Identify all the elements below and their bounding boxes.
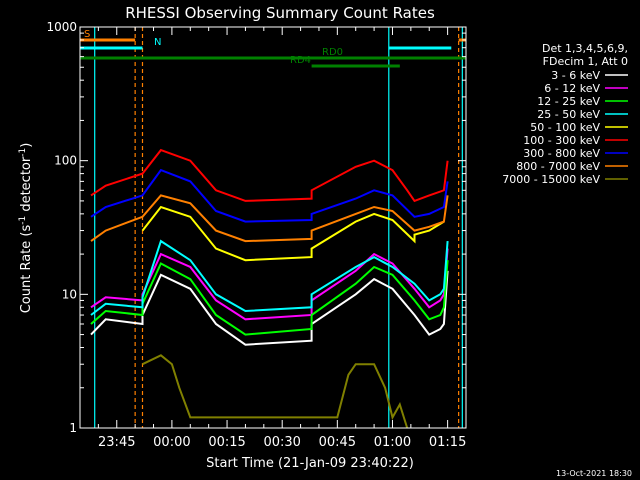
y-axis-label: Count Rate (s-1 detector-1) (18, 143, 34, 314)
legend-label-4: 50 - 100 keV (530, 121, 600, 134)
x-tick-label-5: 01:00 (374, 435, 411, 450)
plot-frame (79, 26, 467, 429)
x-tick-label-4: 00:45 (319, 435, 356, 450)
x-tick-label-6: 01:15 (429, 435, 466, 450)
x-tick-label-1: 00:00 (153, 435, 190, 450)
legend: Det 1,3,4,5,6,9,FDecim 1, Att 03 - 6 keV… (502, 42, 628, 186)
series-line-6 (90, 168, 449, 223)
series-line-0 (90, 270, 449, 346)
x-tick-label-0: 23:45 (98, 435, 135, 450)
legend-label-1: 6 - 12 keV (544, 82, 600, 95)
series-line-8 (142, 354, 409, 429)
chart-title: RHESSI Observing Summary Count Rates (125, 4, 435, 22)
x-axis-label: Start Time (21-Jan-09 23:40:22) (206, 456, 414, 471)
y-tick-label-2: 100 (54, 154, 77, 168)
footer-timestamp: 13-Oct-2021 18:30 (556, 469, 632, 478)
legend-label-0: 3 - 6 keV (551, 69, 600, 82)
legend-label-7: 800 - 7000 keV (516, 160, 600, 173)
legend-label-8: 7000 - 15000 keV (502, 173, 600, 186)
y-tick-label-3: 1000 (46, 20, 77, 34)
series-line-4 (141, 205, 445, 262)
flag-label-rd4: RD4 (290, 55, 311, 66)
flag-label-rd0: RD0 (322, 47, 343, 58)
x-tick-label-2: 00:15 (208, 435, 245, 450)
legend-label-6: 300 - 800 keV (523, 147, 600, 160)
legend-header-1: FDecim 1, Att 0 (543, 55, 628, 68)
flag-label-n: N (154, 37, 161, 48)
legend-label-3: 25 - 50 keV (537, 108, 600, 121)
y-tick-label-0: 1 (69, 421, 77, 435)
legend-header-0: Det 1,3,4,5,6,9, (542, 42, 628, 55)
flag-label-s: S (84, 29, 90, 40)
legend-label-5: 100 - 300 keV (523, 134, 600, 147)
y-tick-label-1: 10 (62, 287, 77, 301)
series-line-3 (90, 239, 449, 316)
series-line-7 (90, 194, 449, 243)
legend-label-2: 12 - 25 keV (537, 95, 600, 108)
x-tick-label-3: 00:30 (263, 435, 300, 450)
series-line-5 (90, 148, 449, 203)
series-line-2 (90, 260, 449, 336)
